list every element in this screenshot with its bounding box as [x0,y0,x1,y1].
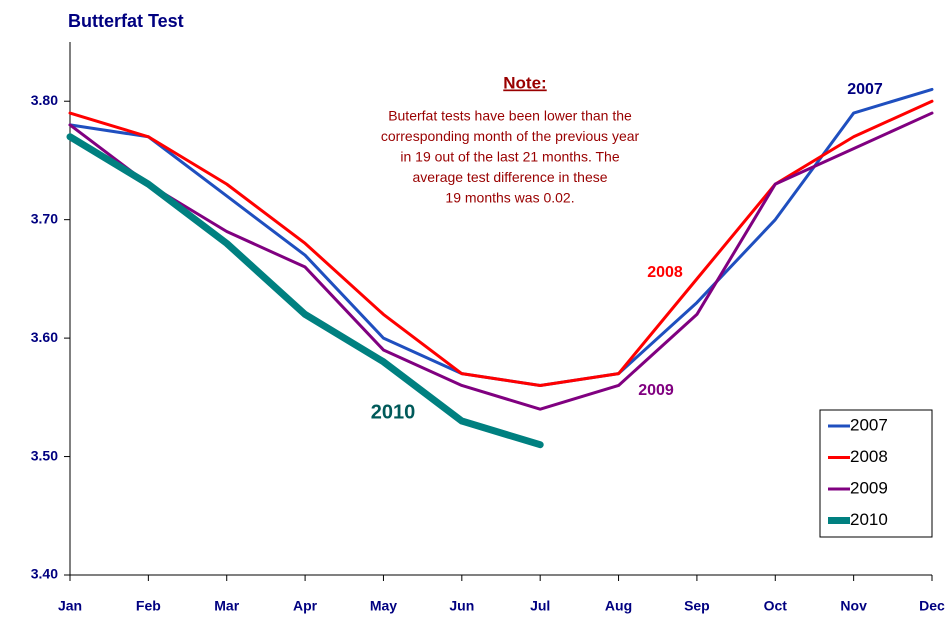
x-tick-label: Mar [214,598,239,614]
note-line: in 19 out of the last 21 months. The [400,149,619,165]
series-annotation: 2009 [638,382,674,399]
x-tick-label: May [370,598,397,614]
note-title: Note: [503,73,546,92]
y-tick-label: 3.50 [31,447,58,463]
legend-label: 2009 [850,478,888,497]
series-line [66,133,544,449]
note-line: corresponding month of the previous year [381,128,640,144]
note-line: Buterfat tests have been lower than the [388,108,632,124]
y-tick-label: 3.80 [31,92,58,108]
note-line: 19 months was 0.02. [445,190,574,206]
x-tick-label: Feb [136,598,161,614]
x-tick-label: Jul [530,598,550,614]
series-line [68,99,934,387]
y-tick-label: 3.70 [31,210,58,226]
x-tick-label: Nov [840,598,867,614]
y-tick-label: 3.40 [31,566,58,582]
series-annotation: 2007 [847,81,883,98]
note-line: average test difference in these [412,169,607,185]
chart-title: Butterfat Test [68,11,184,31]
x-tick-label: Jun [449,598,474,614]
x-tick-label: Sep [684,598,710,614]
x-tick-label: Dec [919,598,945,614]
legend-label: 2007 [850,415,888,434]
x-tick-label: Oct [764,598,788,614]
series-annotation: 2008 [647,264,683,281]
legend-box [819,409,933,538]
series-line [68,111,934,411]
x-tick-label: Aug [605,598,632,614]
x-tick-label: Jan [58,598,82,614]
legend-label: 2008 [850,447,888,466]
y-tick-label: 3.60 [31,329,58,345]
x-tick-label: Apr [293,598,318,614]
series-annotation: 2010 [371,401,416,423]
legend-label: 2010 [850,510,888,529]
